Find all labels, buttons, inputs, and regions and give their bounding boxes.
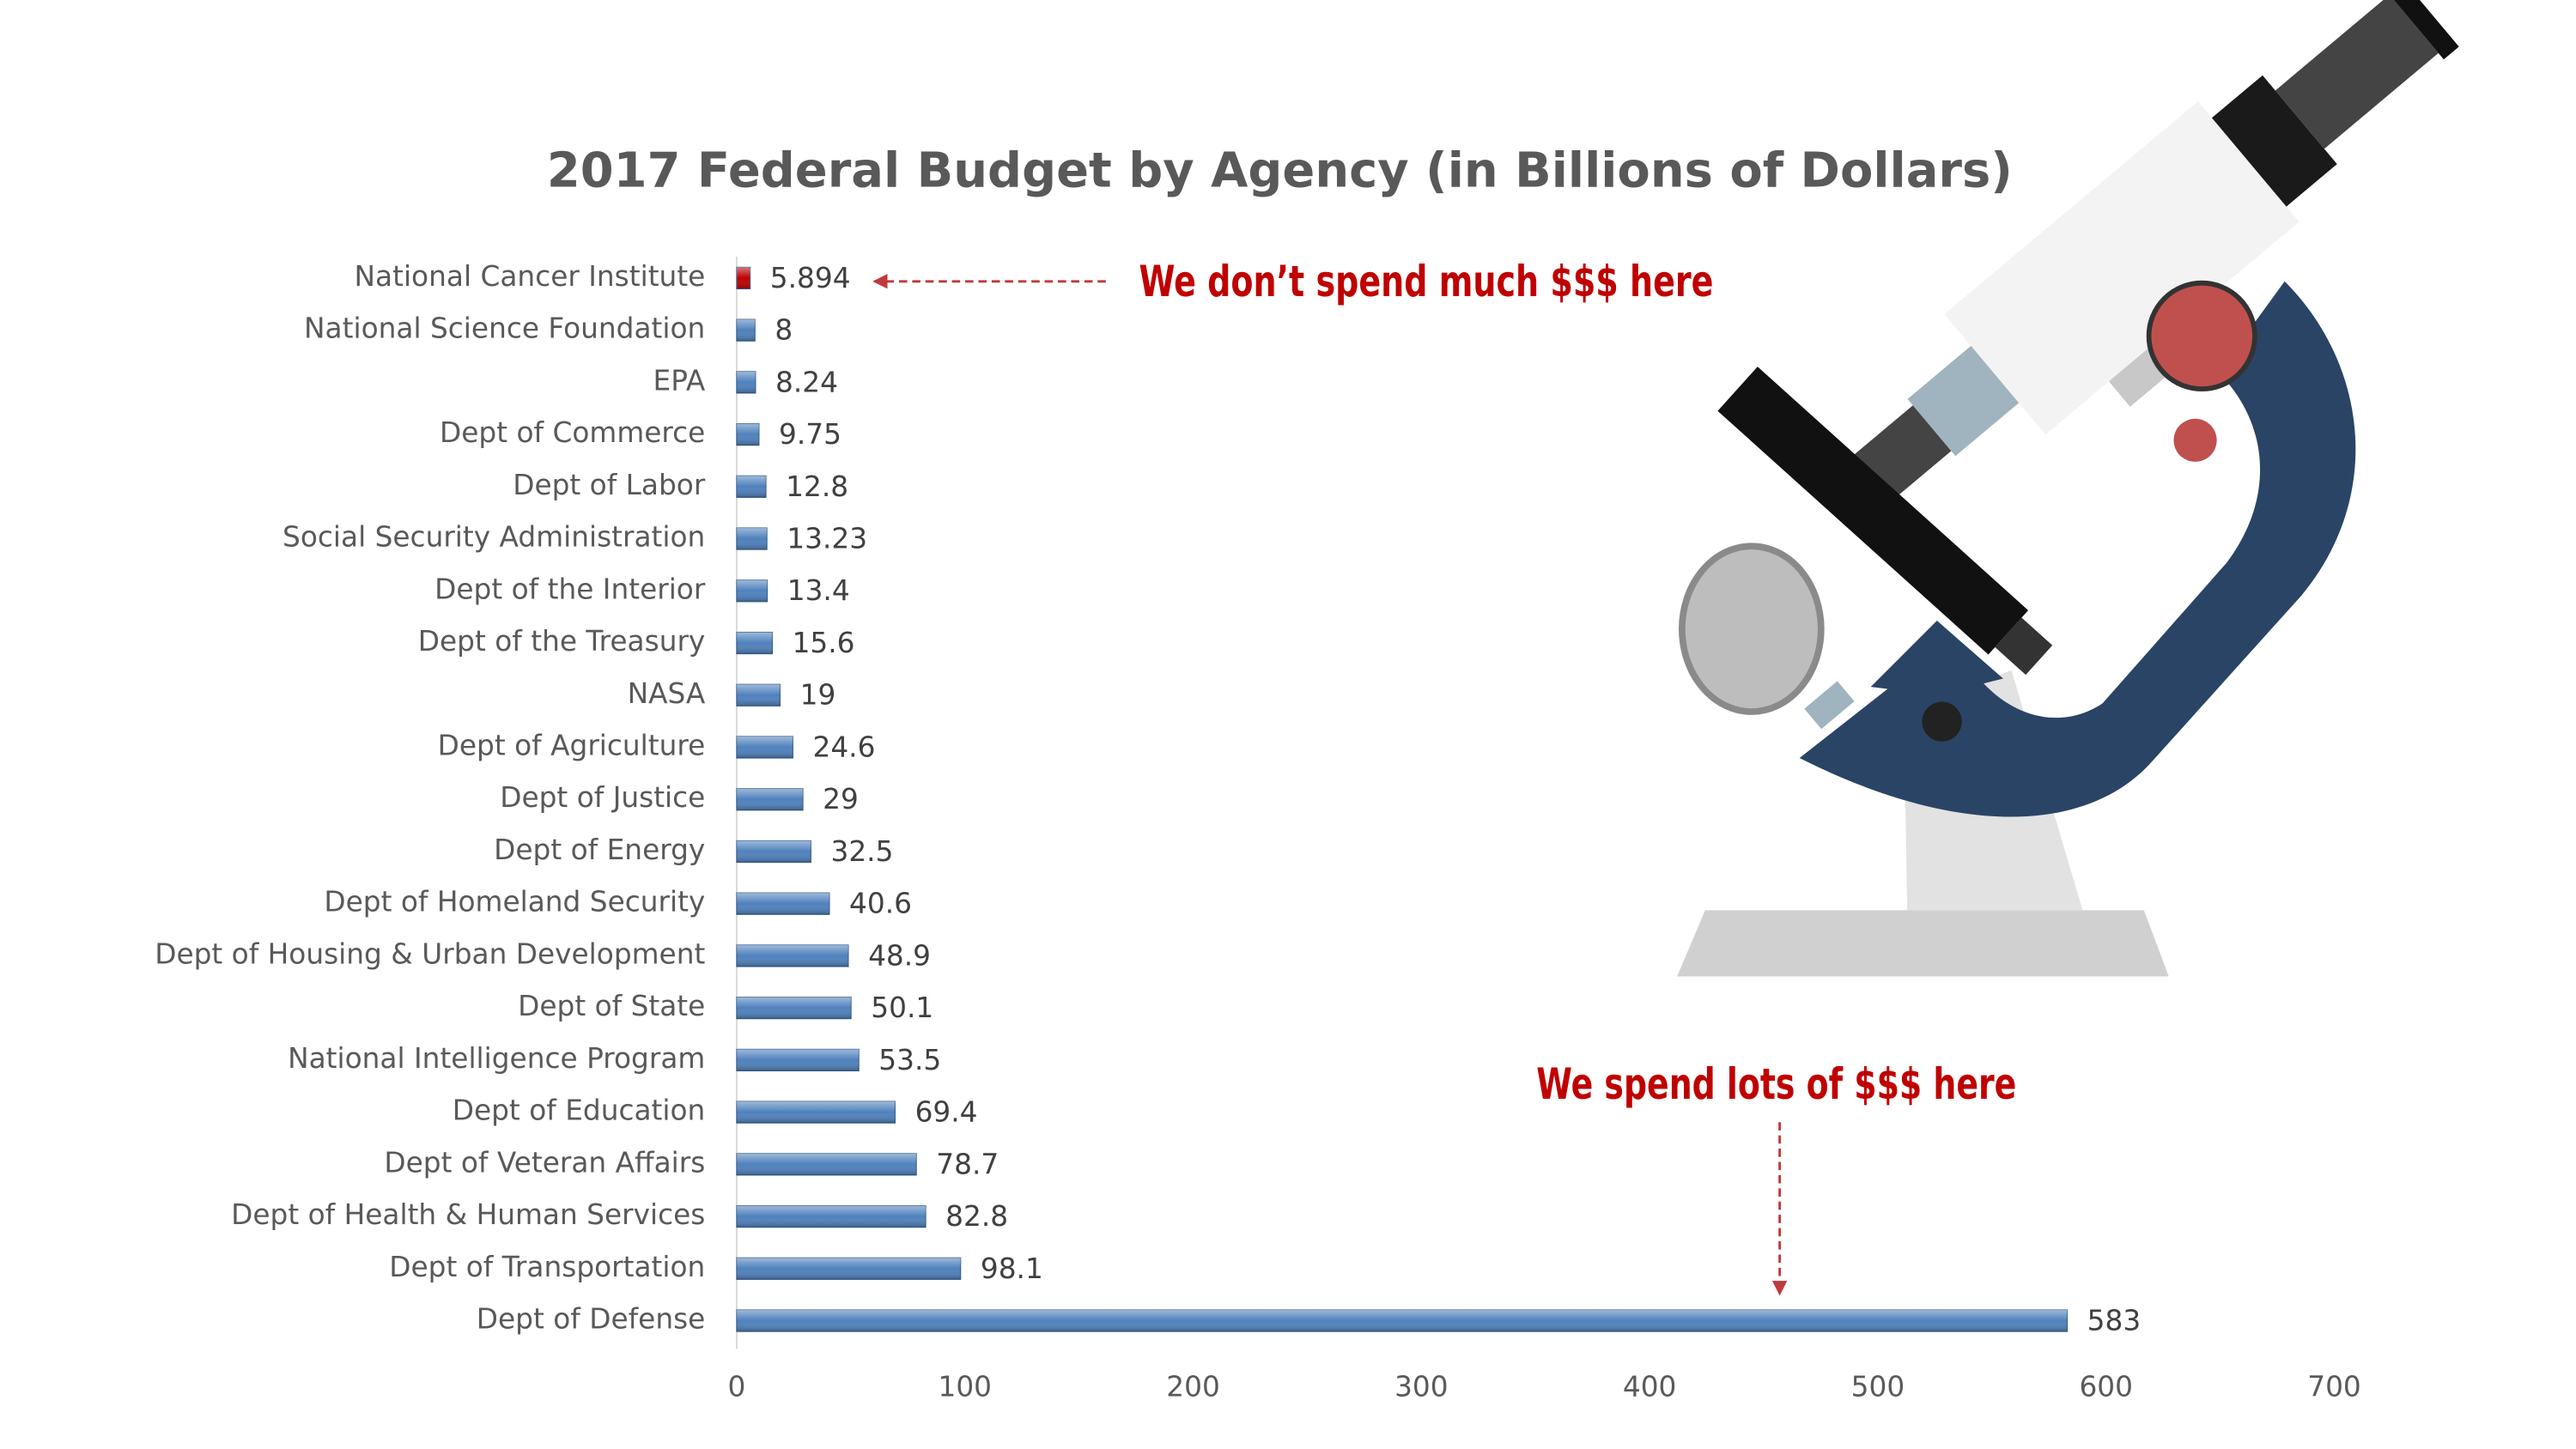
y-tick-label: Dept of Transportation <box>389 1251 705 1283</box>
y-tick-label: Dept of Education <box>453 1094 706 1127</box>
y-tick-label: National Cancer Institute <box>355 260 706 293</box>
y-tick-label: Dept of the Treasury <box>418 625 706 658</box>
bar <box>736 944 849 967</box>
y-tick-label: Dept of Veteran Affairs <box>384 1146 705 1179</box>
x-tick-label: 500 <box>1851 1371 1905 1404</box>
y-tick-label: Dept of Labor <box>513 469 706 501</box>
value-label: 13.23 <box>787 523 867 555</box>
value-label: 32.5 <box>830 835 893 868</box>
x-tick-label: 600 <box>2079 1371 2133 1404</box>
y-tick-label: Dept of the Interior <box>434 573 706 605</box>
value-label: 13.4 <box>787 574 850 607</box>
value-label: 53.5 <box>878 1044 941 1076</box>
value-label: 8 <box>775 314 793 347</box>
value-label: 5.894 <box>770 262 851 294</box>
y-tick-label: Dept of Agriculture <box>438 730 706 762</box>
value-label: 583 <box>2087 1304 2142 1337</box>
bar <box>736 840 811 864</box>
x-tick-label: 100 <box>938 1371 992 1404</box>
bar <box>736 788 804 811</box>
x-tick-label: 0 <box>728 1371 746 1404</box>
bar <box>736 318 756 342</box>
value-label: 29 <box>823 783 859 815</box>
y-tick-label: Dept of Housing & Urban Development <box>155 937 705 970</box>
bar <box>736 997 852 1020</box>
bar <box>736 736 793 759</box>
bar <box>736 371 756 394</box>
bar <box>736 1048 860 1072</box>
bar <box>736 1204 927 1228</box>
value-label: 12.8 <box>786 470 848 503</box>
y-tick-label: NASA <box>628 677 706 710</box>
y-tick-label: Dept of State <box>518 990 705 1022</box>
y-tick-label: Dept of Defense <box>477 1303 706 1336</box>
value-label: 82.8 <box>945 1200 1008 1233</box>
y-tick-label: National Intelligence Program <box>288 1042 705 1075</box>
y-tick-label: Social Security Administration <box>283 521 705 554</box>
bar <box>736 266 751 290</box>
x-tick-label: 200 <box>1166 1371 1220 1404</box>
value-label: 98.1 <box>981 1252 1043 1285</box>
y-tick-label: Dept of Homeland Security <box>324 886 705 919</box>
y-tick-label: EPA <box>653 364 706 397</box>
annotation: We don’t spend much $$$ here <box>1139 256 1713 306</box>
value-label: 48.9 <box>868 939 931 972</box>
value-label: 8.24 <box>775 366 838 398</box>
value-label: 9.75 <box>779 418 841 451</box>
bar <box>736 1309 2069 1332</box>
bar <box>736 631 774 655</box>
value-label: 50.1 <box>871 991 933 1024</box>
value-label: 78.7 <box>936 1148 999 1180</box>
y-tick-label: National Science Foundation <box>304 312 705 345</box>
value-label: 15.6 <box>793 627 855 659</box>
value-label: 24.6 <box>812 731 875 763</box>
bar <box>736 683 781 706</box>
annotation: We spend lots of $$$ here <box>1536 1058 2016 1109</box>
bar <box>736 527 768 550</box>
value-label: 69.4 <box>915 1096 978 1129</box>
y-tick-label: Dept of Justice <box>500 781 705 814</box>
bar <box>736 892 830 915</box>
bar <box>736 475 767 498</box>
y-tick-label: Dept of Energy <box>494 834 705 866</box>
bar <box>736 579 769 603</box>
value-label: 19 <box>800 679 836 712</box>
x-tick-label: 700 <box>2307 1371 2361 1404</box>
y-tick-label: Dept of Commerce <box>440 416 705 449</box>
bar <box>736 1257 962 1280</box>
x-tick-label: 400 <box>1623 1371 1677 1404</box>
value-label: 40.6 <box>849 888 912 920</box>
bar <box>736 1153 917 1176</box>
bar <box>736 423 760 446</box>
y-tick-label: Dept of Health & Human Services <box>231 1198 705 1231</box>
x-tick-label: 300 <box>1394 1371 1449 1404</box>
microscope-illustration <box>1677 0 2459 977</box>
bar <box>736 1100 896 1124</box>
chart-title: 2017 Federal Budget by Agency (in Billio… <box>547 143 2013 199</box>
